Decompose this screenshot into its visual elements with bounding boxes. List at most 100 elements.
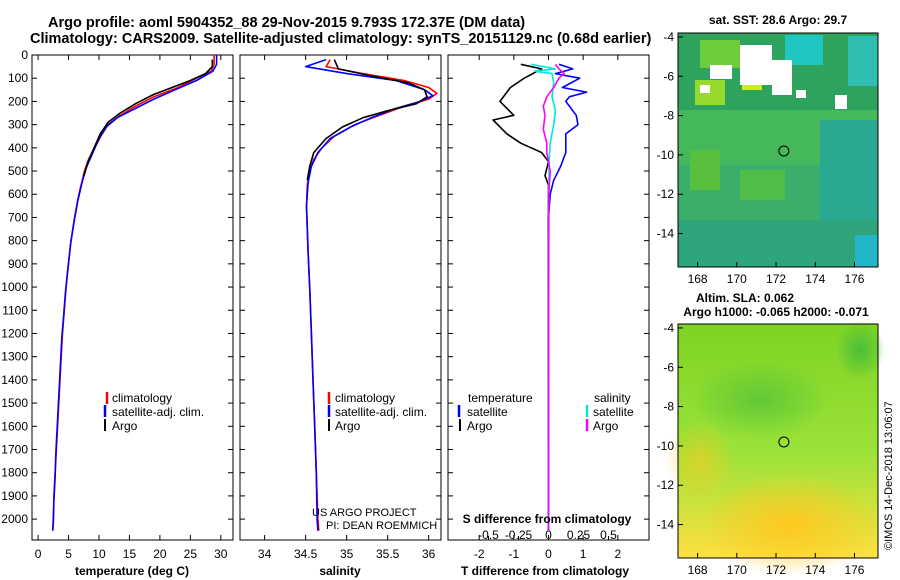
depth-tick-label: 1500 [1,396,28,410]
difference-legend-temperature: temperature satellite Argo [457,391,533,433]
sst-map [677,32,879,268]
depth-tick-label: 1700 [1,442,28,456]
x-tick-label: 36 [422,547,436,561]
temperature-axis-label: temperature (deg C) [75,564,189,578]
x-tick-label-top: 0 [545,528,552,542]
sst-patch [700,40,740,68]
map-y-tick-label: -12 [657,478,675,492]
sla-frame [677,323,879,559]
legend-s-satellite-label: satellite [593,405,634,419]
map-y-tick-label: -10 [657,439,675,453]
sst-cloud-mask [796,90,806,98]
map-y-tick-label: -6 [663,69,674,83]
s-difference-axis-label: S difference from climatology [463,512,632,526]
map-x-tick-label: 170 [727,563,747,577]
x-tick-label: 35 [340,547,354,561]
sla-cool-patch [690,360,830,440]
sla-map-title: Altim. SLA: 0.062 [696,291,794,305]
series-line-s-argo-clim [542,63,565,531]
map-y-tick-label: -4 [663,30,674,44]
x-tick-label: 15 [123,547,137,561]
temperature-legend: climatology satellite-adj. clim. Argo [103,391,204,433]
map-x-tick-label: 172 [766,563,786,577]
series-line-argo [306,59,428,181]
depth-axis: 0 100 200 300 400 500 600 700 800 900 1000 1100 1200… [1,48,649,526]
project-credit: US ARGO PROJECT [312,507,417,519]
series-line-t-satellite-argo [547,63,588,531]
x-tick-label: 25 [184,547,198,561]
x-tick-label: 2 [614,547,621,561]
map-y-tick-label: -14 [657,518,675,532]
depth-tick-label: 1900 [1,489,28,503]
sst-cloud-mask [835,95,847,109]
series-line-argo [83,59,214,176]
x-tick-label: 1 [580,547,587,561]
legend-argo-label: Argo [112,419,138,433]
series-line-climatology [51,55,215,531]
depth-tick-label: 700 [8,210,28,224]
sla-warm-patch [665,420,735,500]
depth-tick-label: 300 [8,118,28,132]
x-tick-label: 34.5 [294,547,318,561]
argo-position-marker [778,145,790,157]
map-x-tick-label: 176 [844,563,864,577]
legend-temperature-header: temperature [468,391,533,405]
series-line-s-satellite-argo [531,63,557,531]
map-x-tick-label: 168 [688,563,708,577]
map-y-tick-label: -8 [663,109,674,123]
x-tick-label: -2 [474,547,485,561]
sst-cloud-mask [740,45,772,85]
difference-legend-salinity: salinity satellite Argo [585,391,634,433]
series-line-t-argo-clim [492,63,550,531]
temperature-plot: 0 5 10 15 20 25 30 [35,55,228,561]
map-x-tick-label: 170 [727,272,747,286]
argo-position-marker [778,436,790,448]
salinity-panel-frame [239,54,442,541]
x-tick-label: 5 [65,547,72,561]
sst-cloud-mask [700,85,710,93]
figure-title-line2: Climatology: CARS2009. Satellite-adjuste… [30,31,651,47]
sst-patch [855,235,878,267]
x-tick-label: 0 [35,547,42,561]
map-x-tick-label: 168 [688,272,708,286]
figure-title-line1: Argo profile: aoml 5904352_88 29-Nov-201… [48,15,525,31]
x-tick-label-top: 0.25 [567,528,591,542]
salinity-legend: climatology satellite-adj. clim. Argo [327,391,427,433]
sst-frame [677,32,879,268]
x-tick-label: 34 [258,547,272,561]
imos-credit: ©IMOS 14-Dec-2018 13:06:07 [883,401,895,550]
legend-climatology-label: climatology [335,391,395,405]
series-line-climatology [305,59,438,531]
sla-map-subtitle: Argo h1000: -0.065 h2000: -0.071 [683,305,869,319]
sst-map-title: sat. SST: 28.6 Argo: 29.7 [709,13,848,27]
x-tick-label: -1 [509,547,520,561]
x-tick-label: 10 [92,547,106,561]
x-tick-label-top: -0.25 [505,528,533,542]
depth-tick-label: 1100 [2,303,28,317]
sla-map-axes: 168 170 172 174 176 -4 -6 -8 -10 -12 -14 [657,321,865,577]
depth-tick-label: 1300 [1,350,28,364]
sst-map-axes: 168 170 172 174 176 -4 -6 -8 -10 -12 -14 [657,30,865,286]
temperature-panel-frame [31,54,234,541]
depth-tick-label: 2000 [1,512,28,526]
sst-patch [690,150,720,190]
legend-satellite-label: satellite-adj. clim. [112,405,204,419]
sst-patch [740,170,785,200]
map-y-tick-label: -6 [663,360,674,374]
sst-patch [848,36,878,86]
x-tick-label: 30 [214,547,228,561]
depth-tick-label: 1000 [1,280,28,294]
sst-patch [678,220,878,267]
map-x-tick-label: 174 [805,272,825,286]
depth-tick-label: 1200 [1,326,28,340]
sla-map [665,320,885,575]
map-x-tick-label: 176 [844,272,864,286]
depth-tick-label: 200 [8,94,28,108]
map-x-tick-label: 172 [766,272,786,286]
series-line-satellite [51,55,218,531]
x-tick-label: 0 [545,547,552,561]
sla-cool-patch [835,320,885,380]
sst-patch [820,120,878,220]
legend-salinity-header: salinity [594,391,631,405]
depth-tick-label: 1600 [1,419,28,433]
